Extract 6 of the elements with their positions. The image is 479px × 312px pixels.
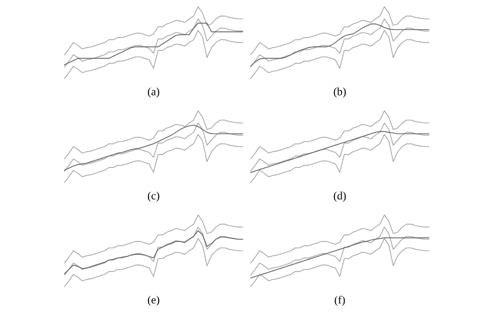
x-axis-title: (b) [334,88,346,98]
x-axis-title: (f) [334,296,345,306]
x-axis-title: (e) [148,296,160,306]
x-axis-title: (a) [148,88,160,98]
x-axis-title: (c) [148,192,160,202]
x-axis-title: (d) [334,192,346,202]
